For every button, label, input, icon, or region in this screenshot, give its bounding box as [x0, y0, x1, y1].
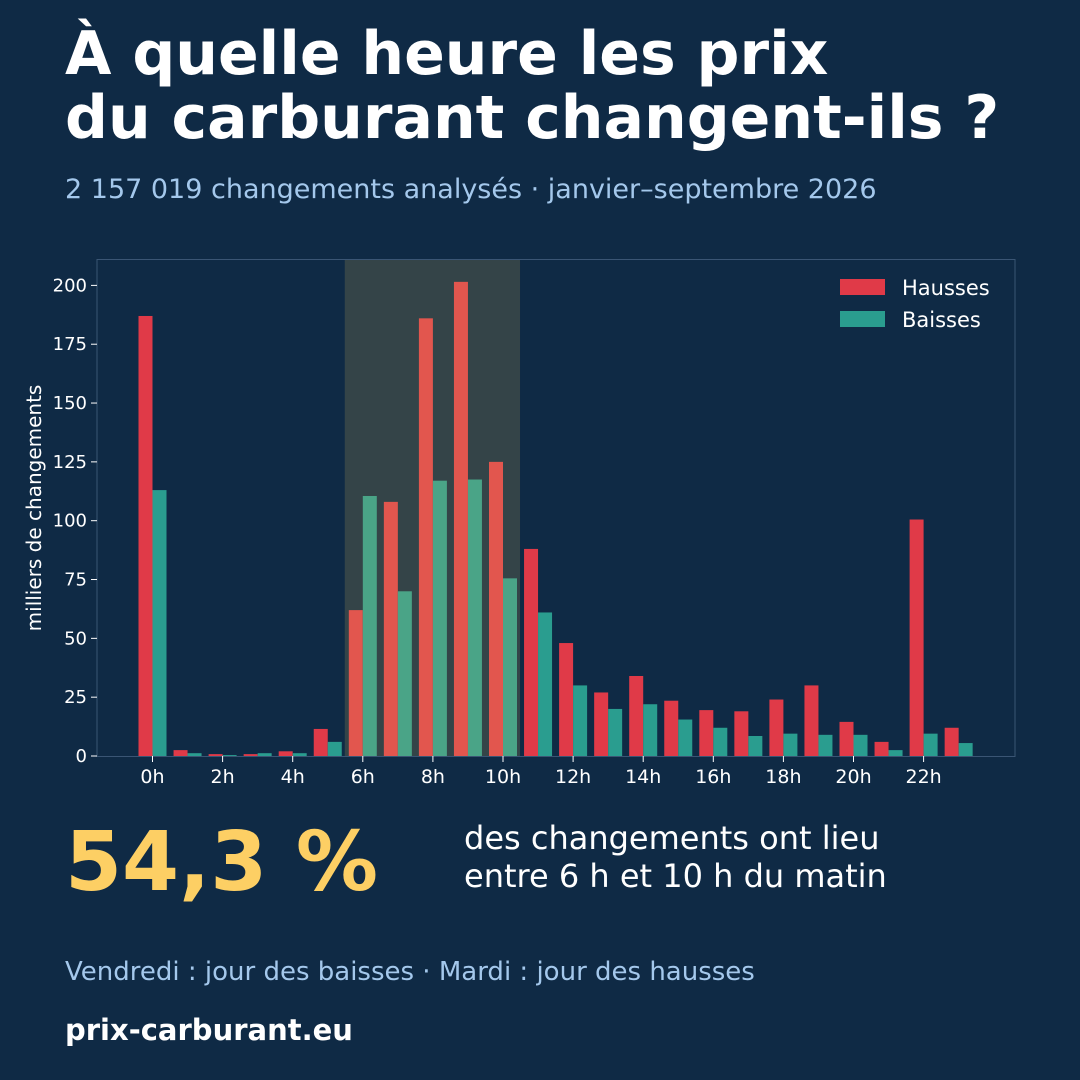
x-tick-label: 8h	[421, 766, 445, 788]
bar-baisses-1h	[187, 753, 202, 756]
title-line-2: du carburant changent-ils ?	[65, 83, 1000, 153]
x-axis: 0h 2h 4h 6h 8h 10h 12h 14h 16h 18h 20h 22h	[140, 756, 942, 788]
bar-baisses-13h	[608, 708, 623, 756]
legend-label: Hausses	[902, 276, 990, 300]
x-tick-label: 22h	[905, 766, 941, 788]
bar-hausses-1h	[173, 750, 188, 756]
bar-hausses-10h	[489, 461, 503, 756]
bar-hausses-11h	[524, 548, 539, 756]
x-tick-label: 18h	[765, 766, 801, 788]
bar-hausses-2h	[208, 754, 223, 756]
bar-hausses-4h	[278, 751, 293, 756]
x-tick-label: 14h	[625, 766, 661, 788]
x-tick-label: 20h	[835, 766, 871, 788]
bar-hausses-15h	[664, 700, 679, 756]
bar-baisses-10h	[503, 578, 517, 756]
stat-line-1: des changements ont lieu	[464, 819, 880, 857]
legend-swatch	[840, 279, 885, 295]
bar-baisses-7h	[397, 591, 412, 756]
x-tick-label: 6h	[351, 766, 375, 788]
bar-baisses-9h	[467, 479, 482, 756]
bar-baisses-8h	[432, 480, 447, 756]
x-tick-label: 0h	[140, 766, 164, 788]
bar-baisses-15h	[678, 719, 693, 756]
bar-baisses-2h	[222, 755, 237, 756]
bar-baisses-21h	[888, 750, 903, 756]
y-tick-label: 200	[53, 275, 87, 296]
x-tick-label: 4h	[281, 766, 305, 788]
y-tick-label: 25	[64, 687, 87, 708]
title-line-1: À quelle heure les prix	[65, 19, 829, 89]
bars-group	[138, 281, 973, 756]
x-tick-label: 16h	[695, 766, 731, 788]
bar-hausses-19h	[804, 685, 819, 756]
y-tick-label: 50	[64, 628, 87, 649]
plot-frame	[96, 259, 1016, 757]
bar-chart: 0 25 50 75 100 125 150 175 200 0h 2h 4h 6h 8h 10h 12h 1…	[22, 259, 1016, 788]
bar-hausses-23h	[944, 727, 959, 756]
stat-line-2: entre 6 h et 10 h du matin	[464, 857, 887, 895]
legend-swatch	[840, 311, 885, 327]
bar-baisses-22h	[923, 733, 938, 756]
y-tick-label: 100	[53, 511, 87, 532]
bar-baisses-12h	[573, 685, 588, 756]
bar-hausses-9h	[453, 281, 468, 756]
stat-value: 54,3 %	[65, 815, 379, 910]
bar-baisses-20h	[853, 734, 868, 756]
legend: Hausses Baisses	[840, 276, 990, 332]
bar-hausses-22h	[909, 519, 924, 756]
bar-hausses-21h	[874, 741, 889, 756]
bar-baisses-0h	[152, 490, 167, 756]
bar-baisses-6h	[362, 495, 377, 756]
bar-baisses-3h	[257, 753, 272, 756]
bar-hausses-7h	[383, 501, 398, 756]
bar-hausses-17h	[734, 711, 749, 756]
bar-baisses-19h	[818, 734, 833, 756]
y-axis-label: milliers de changements	[22, 385, 46, 632]
bar-baisses-16h	[713, 727, 728, 756]
bar-hausses-0h	[138, 315, 153, 756]
y-axis: 0 25 50 75 100 125 150 175 200	[53, 275, 97, 767]
bar-hausses-3h	[243, 754, 258, 756]
y-tick-label: 175	[53, 334, 87, 355]
bar-baisses-23h	[958, 743, 973, 756]
bar-baisses-17h	[748, 735, 763, 756]
bar-baisses-11h	[538, 612, 553, 756]
y-tick-label: 75	[64, 570, 87, 591]
y-tick-label: 0	[76, 746, 87, 767]
bar-hausses-16h	[699, 710, 714, 756]
bar-hausses-20h	[839, 721, 854, 756]
x-tick-label: 2h	[211, 766, 235, 788]
bar-baisses-14h	[643, 704, 658, 756]
x-tick-label: 10h	[485, 766, 521, 788]
bar-hausses-13h	[594, 692, 609, 756]
page-title: À quelle heure les prix du carburant cha…	[65, 22, 1055, 150]
bar-hausses-18h	[769, 699, 784, 756]
bar-baisses-18h	[783, 733, 798, 756]
bar-baisses-5h	[327, 741, 342, 756]
bar-baisses-4h	[292, 753, 307, 756]
stat-description: des changements ont lieu entre 6 h et 10…	[464, 819, 887, 895]
bar-hausses-6h	[348, 610, 363, 756]
subtitle: 2 157 019 changements analysés · janvier…	[65, 174, 877, 205]
legend-label: Baisses	[902, 308, 981, 332]
bar-hausses-5h	[313, 728, 328, 756]
y-tick-label: 125	[53, 452, 87, 473]
footnote: Vendredi : jour des baisses · Mardi : jo…	[65, 957, 755, 987]
y-tick-label: 150	[53, 393, 87, 414]
bar-hausses-8h	[418, 318, 433, 756]
bar-hausses-12h	[559, 643, 574, 756]
bar-hausses-14h	[629, 675, 644, 756]
brand-name: prix-carburant.eu	[65, 1013, 353, 1047]
x-tick-label: 12h	[555, 766, 591, 788]
